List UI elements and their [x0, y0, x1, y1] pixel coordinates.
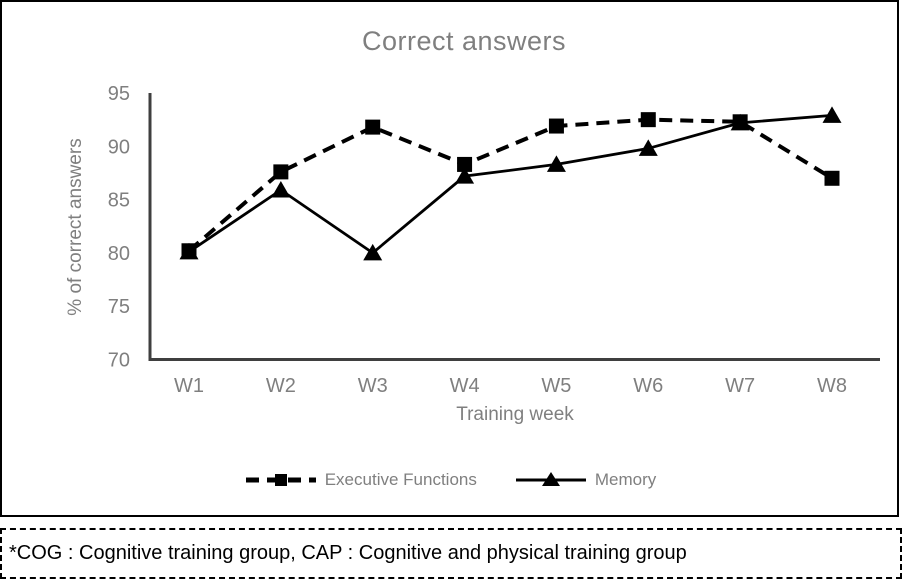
footnote-box: *COG : Cognitive training group, CAP : C…: [0, 528, 902, 579]
footnote-text: *COG : Cognitive training group, CAP : C…: [9, 542, 687, 564]
legend-item-memory: Memory: [515, 470, 656, 490]
data-point-triangle: [179, 242, 199, 260]
series-line-executive-functions: [187, 117, 834, 253]
data-point-square: [273, 164, 289, 180]
x-axis-title: Training week: [456, 404, 574, 425]
x-tick-label: W3: [358, 375, 388, 397]
data-point-triangle: [363, 243, 383, 261]
data-point-triangle: [822, 106, 842, 123]
legend-label: Executive Functions: [324, 470, 477, 489]
dashed-square-legend-icon: [245, 474, 316, 486]
legend-label: Memory: [594, 470, 657, 489]
data-point-square: [824, 170, 840, 186]
data-point-triangle: [638, 139, 658, 156]
data-point-square: [365, 119, 381, 135]
x-tick-label: W2: [266, 375, 296, 397]
series-line-memory: [188, 113, 833, 255]
data-point-square: [640, 112, 656, 128]
y-tick-label: 95: [108, 83, 130, 105]
y-tick-label: 90: [108, 136, 130, 158]
x-tick-label: W8: [817, 375, 847, 397]
x-tick-label: W7: [725, 375, 755, 397]
y-tick-label: 85: [108, 190, 130, 212]
x-tick-label: W6: [633, 375, 663, 397]
data-point-square: [457, 156, 473, 172]
data-point-square: [548, 118, 564, 134]
x-tick-label: W1: [174, 375, 204, 397]
chart-panel: Correct answers % of correct answers 95 9…: [0, 0, 899, 517]
data-point-triangle: [455, 167, 475, 184]
x-tick-label: W5: [541, 375, 571, 397]
chart-legend: Executive Functions Memory: [2, 470, 899, 490]
data-point-triangle: [730, 113, 750, 131]
y-tick-label: 80: [108, 243, 130, 265]
x-tick-label: W4: [450, 375, 480, 397]
solid-triangle-legend-icon: [515, 472, 586, 486]
data-point-triangle: [271, 181, 291, 198]
y-tick-label: 70: [108, 350, 130, 372]
chart-title: Correct answers: [361, 26, 567, 56]
legend-item-executive-functions: Executive Functions: [245, 470, 477, 490]
line-chart-plot-area: 95 90 85 80 75 70 W1 W2 W3 W4 W5 W6 W7 W8: [108, 83, 880, 397]
data-point-triangle: [546, 155, 566, 172]
y-tick-label: 75: [108, 296, 130, 318]
